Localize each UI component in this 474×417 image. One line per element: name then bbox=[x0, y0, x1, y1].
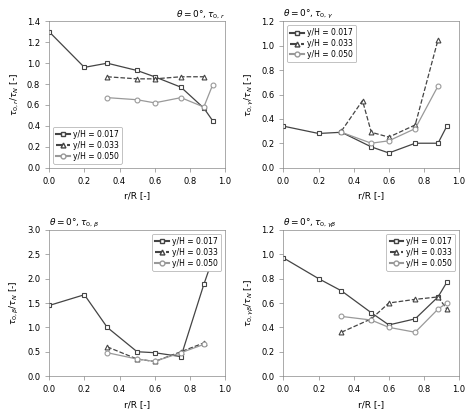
Y-axis label: $\tau_{0,\beta}/\tau_N$ [-]: $\tau_{0,\beta}/\tau_N$ [-] bbox=[9, 281, 21, 325]
X-axis label: r/R [-]: r/R [-] bbox=[124, 399, 150, 409]
X-axis label: r/R [-]: r/R [-] bbox=[358, 399, 384, 409]
Text: $\theta = 0°, \tau_{0,r}$: $\theta = 0°, \tau_{0,r}$ bbox=[176, 9, 225, 21]
Y-axis label: $\tau_{0,\gamma\beta}/\tau_N$ [-]: $\tau_{0,\gamma\beta}/\tau_N$ [-] bbox=[243, 279, 255, 327]
Text: $\theta = 0°, \tau_{0,\gamma}$: $\theta = 0°, \tau_{0,\gamma}$ bbox=[283, 8, 334, 21]
Y-axis label: $\tau_{0,r}/\tau_N$ [-]: $\tau_{0,r}/\tau_N$ [-] bbox=[9, 73, 21, 116]
Legend: y/H = 0.017, y/H = 0.033, y/H = 0.050: y/H = 0.017, y/H = 0.033, y/H = 0.050 bbox=[152, 234, 221, 271]
X-axis label: r/R [-]: r/R [-] bbox=[358, 191, 384, 200]
Legend: y/H = 0.017, y/H = 0.033, y/H = 0.050: y/H = 0.017, y/H = 0.033, y/H = 0.050 bbox=[386, 234, 456, 271]
Text: $\theta = 0°, \tau_{0,\gamma\beta}$: $\theta = 0°, \tau_{0,\gamma\beta}$ bbox=[283, 217, 337, 230]
Legend: y/H = 0.017, y/H = 0.033, y/H = 0.050: y/H = 0.017, y/H = 0.033, y/H = 0.050 bbox=[287, 25, 356, 62]
Y-axis label: $\tau_{0,\gamma}/\tau_N$ [-]: $\tau_{0,\gamma}/\tau_N$ [-] bbox=[243, 72, 255, 117]
Text: $\theta = 0°, \tau_{0,\beta}$: $\theta = 0°, \tau_{0,\beta}$ bbox=[49, 217, 99, 230]
X-axis label: r/R [-]: r/R [-] bbox=[124, 191, 150, 200]
Legend: y/H = 0.017, y/H = 0.033, y/H = 0.050: y/H = 0.017, y/H = 0.033, y/H = 0.050 bbox=[53, 127, 122, 164]
